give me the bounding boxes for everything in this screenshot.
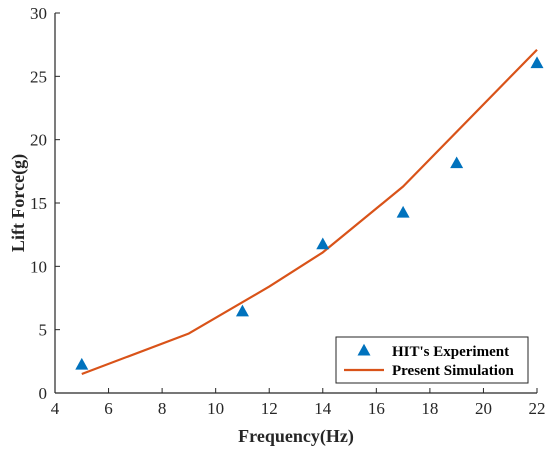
x-tick-label: 16: [368, 399, 385, 418]
x-axis-ticks: 4 6 8 10 12 14 16 18 20 22: [51, 388, 546, 418]
experiment-point: [396, 205, 410, 218]
y-axis-title: Lift Force(g): [8, 154, 29, 252]
y-tick-label: 5: [39, 321, 48, 340]
x-tick-label: 4: [51, 399, 60, 418]
x-tick-label: 22: [529, 399, 546, 418]
experiment-point: [530, 56, 544, 69]
x-axis-title: Frequency(Hz): [238, 426, 354, 447]
y-tick-label: 10: [30, 257, 47, 276]
x-tick-label: 14: [314, 399, 332, 418]
y-tick-label: 30: [30, 4, 47, 23]
series-layer: [75, 48, 544, 376]
x-tick-label: 12: [261, 399, 278, 418]
x-tick-label: 6: [104, 399, 113, 418]
plot-area: [54, 13, 537, 394]
y-tick-label: 15: [30, 194, 47, 213]
y-tick-label: 0: [39, 384, 48, 403]
x-tick-label: 18: [421, 399, 438, 418]
simulation-line: [81, 48, 538, 376]
y-tick-label: 20: [30, 131, 47, 150]
legend-marker-experiment: [357, 343, 371, 356]
legend-box: [335, 336, 529, 384]
experiment-point: [316, 237, 330, 250]
x-tick-label: 20: [475, 399, 492, 418]
experiment-point: [75, 357, 89, 370]
x-tick-label: 10: [207, 399, 224, 418]
experiment-point: [450, 156, 464, 169]
y-axis-ticks: 0 5 10 15 20 25 30: [30, 4, 60, 403]
x-tick-label: 8: [158, 399, 167, 418]
legend: HIT's Experiment Present Simulation: [335, 336, 529, 384]
legend-label-experiment: HIT's Experiment: [392, 344, 509, 360]
experiment-point: [235, 304, 249, 317]
legend-label-simulation: Present Simulation: [392, 363, 514, 379]
y-tick-label: 25: [30, 67, 47, 86]
